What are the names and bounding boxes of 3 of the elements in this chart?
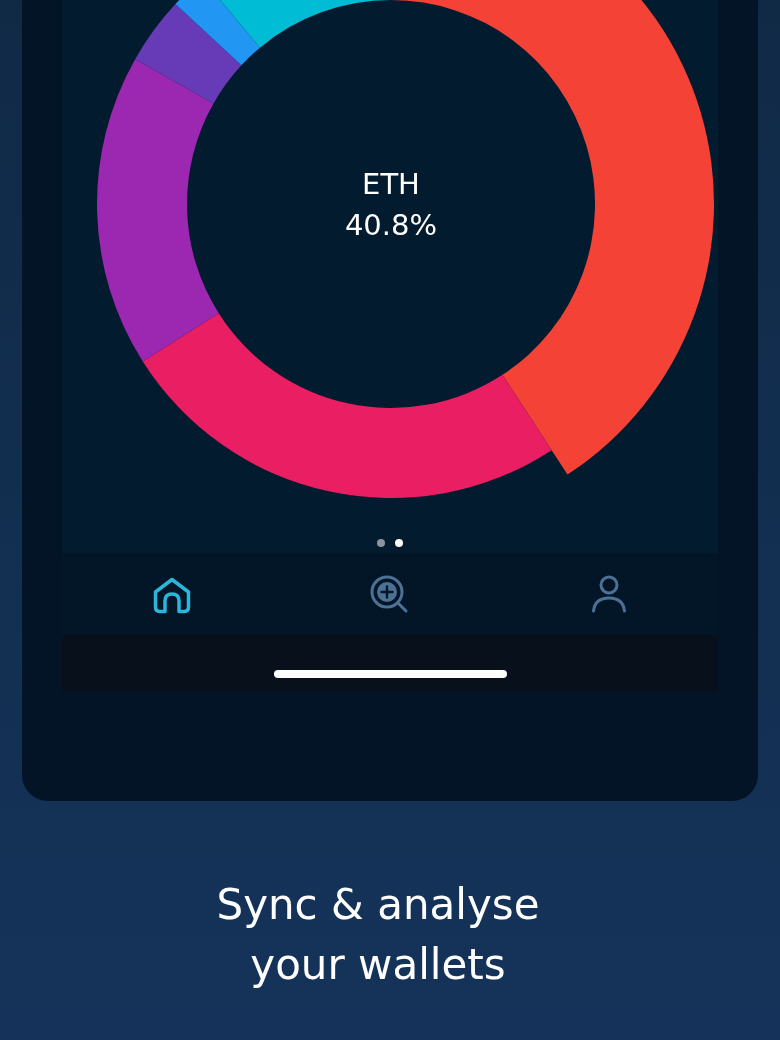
slice-label: ETH: [361, 166, 421, 203]
data-label: 40.8%: [343, 207, 439, 244]
text: Sync & analyse your wallets: [215, 879, 541, 991]
